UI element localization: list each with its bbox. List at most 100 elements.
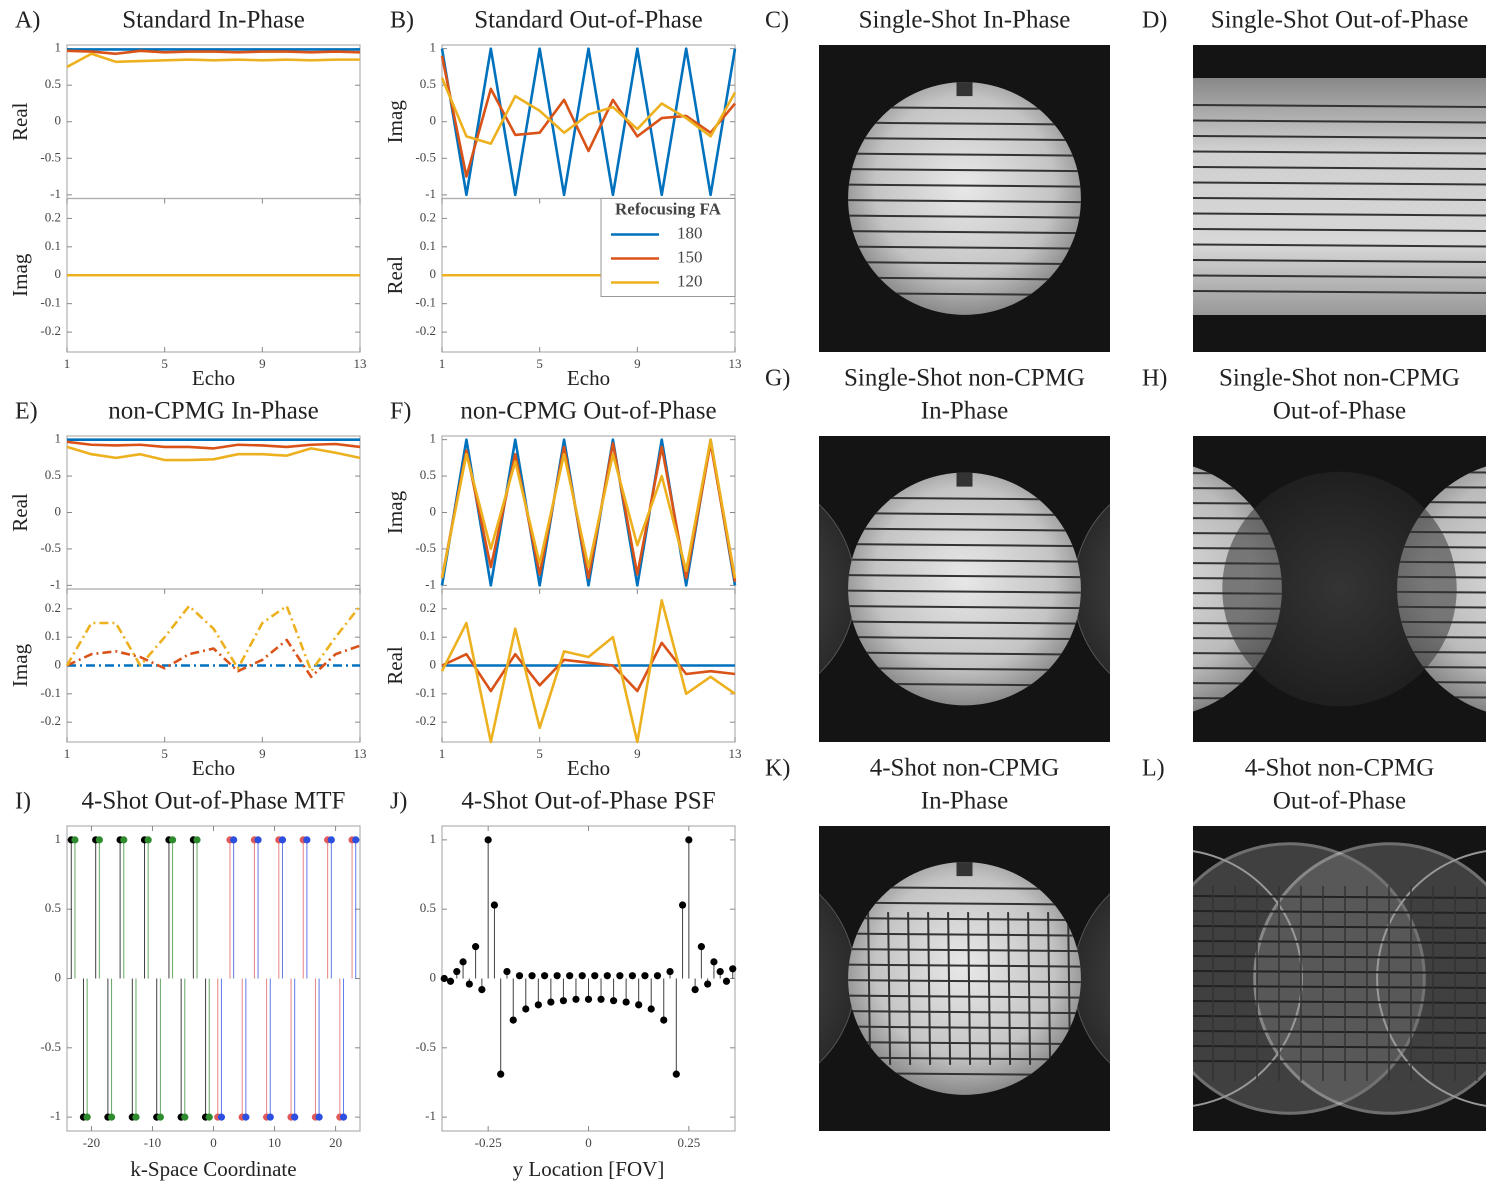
series-line bbox=[440, 47, 737, 197]
phantom-notch bbox=[956, 82, 973, 97]
y-axis-label: Imag bbox=[383, 100, 407, 144]
phantom-line bbox=[848, 948, 1081, 953]
stem-marker bbox=[453, 967, 461, 976]
phantom-line bbox=[848, 199, 1081, 204]
y-tick-label: -0.1 bbox=[415, 295, 436, 310]
phantom-line bbox=[848, 214, 1081, 219]
panel-title: Standard In-Phase bbox=[122, 7, 305, 34]
stem-marker bbox=[722, 977, 731, 985]
stem-marker bbox=[95, 836, 103, 844]
phantom-line bbox=[848, 276, 1081, 281]
y-axis-label: Real bbox=[383, 256, 407, 295]
stem-marker bbox=[729, 965, 737, 973]
phantom-line bbox=[1193, 197, 1486, 201]
stem-marker bbox=[622, 998, 630, 1006]
phantom-line bbox=[1193, 1045, 1486, 1049]
stem-marker bbox=[230, 836, 238, 844]
panel-label: K) bbox=[765, 756, 790, 782]
plot-area bbox=[66, 44, 361, 200]
y-tick-label: -0.5 bbox=[415, 1039, 436, 1054]
phantom-line bbox=[1193, 955, 1486, 959]
x-tick-label: 0.25 bbox=[677, 1135, 700, 1150]
phantom-line bbox=[907, 912, 912, 1065]
x-tick-label: 0 bbox=[210, 1135, 217, 1150]
stem-marker bbox=[653, 972, 662, 980]
panel-label: B) bbox=[390, 8, 414, 34]
image bbox=[1193, 78, 1486, 315]
panel-label: J) bbox=[390, 789, 407, 815]
panel-title: In-Phase bbox=[921, 398, 1008, 425]
x-axis-label: Echo bbox=[192, 756, 235, 780]
y-tick-label: 0 bbox=[430, 113, 437, 128]
phantom-line bbox=[848, 527, 1081, 532]
phantom-line bbox=[887, 912, 892, 1065]
phantom-line bbox=[927, 912, 932, 1065]
phantom-line bbox=[1193, 925, 1486, 929]
phantom-line bbox=[1193, 119, 1486, 124]
x-tick-label: 10 bbox=[268, 1135, 281, 1150]
stem-marker bbox=[597, 995, 605, 1003]
panel-title: 4-Shot Out-of-Phase MTF bbox=[82, 788, 346, 815]
phantom-line bbox=[1193, 259, 1486, 263]
stem-marker bbox=[628, 972, 636, 980]
series-line bbox=[441, 641, 736, 693]
stem-marker bbox=[541, 972, 549, 980]
y-tick-label: -0.2 bbox=[40, 713, 61, 728]
phantom-line bbox=[1193, 500, 1282, 505]
phantom-line bbox=[1193, 1060, 1486, 1064]
phantom-line bbox=[848, 636, 1081, 641]
x-tick-label: 9 bbox=[634, 746, 641, 761]
phantom-line bbox=[848, 994, 1081, 999]
image bbox=[1193, 842, 1486, 1115]
phantom-line bbox=[848, 605, 1081, 610]
phantom-grid bbox=[848, 886, 1081, 1077]
y-tick-label: -1 bbox=[425, 1108, 436, 1123]
stem-marker bbox=[459, 958, 467, 966]
y-tick-label: 0.2 bbox=[45, 600, 61, 615]
y-tick-label: -0.5 bbox=[40, 540, 61, 555]
phantom-line bbox=[848, 1010, 1081, 1015]
stem-marker bbox=[497, 1070, 505, 1078]
y-tick-label: 0.2 bbox=[420, 209, 436, 224]
stem-marker bbox=[242, 1113, 250, 1121]
stem-marker bbox=[716, 967, 724, 976]
y-tick-label: 0 bbox=[55, 113, 62, 128]
y-tick-label: 0 bbox=[430, 656, 437, 671]
x-tick-label: 1 bbox=[64, 746, 71, 761]
x-tick-label: 1 bbox=[64, 356, 71, 371]
stem-marker bbox=[291, 1113, 299, 1121]
x-axis-label: y Location [FOV] bbox=[513, 1157, 665, 1181]
x-tick-label: -10 bbox=[144, 1135, 161, 1150]
panel-title: Single-Shot non-CPMG bbox=[844, 365, 1085, 392]
stem-marker bbox=[144, 836, 152, 844]
stem-marker bbox=[266, 1113, 274, 1121]
stem-marker bbox=[472, 943, 480, 951]
stem-marker bbox=[156, 1113, 164, 1121]
panel-label: G) bbox=[765, 366, 790, 392]
stem-marker bbox=[566, 972, 574, 980]
x-tick-label: 5 bbox=[536, 746, 543, 761]
legend-box bbox=[600, 198, 736, 297]
y-tick-label: 0.1 bbox=[420, 628, 436, 643]
series-line bbox=[66, 440, 361, 450]
x-tick-label: 20 bbox=[329, 1135, 342, 1150]
series-line bbox=[66, 49, 361, 56]
image bbox=[848, 82, 1081, 315]
stem-marker bbox=[553, 972, 561, 980]
panel-title: Out-of-Phase bbox=[1273, 398, 1406, 425]
stem-marker bbox=[509, 1016, 517, 1024]
y-tick-label: 1 bbox=[55, 831, 62, 846]
y-tick-label: 1 bbox=[55, 431, 62, 446]
phantom-line bbox=[848, 917, 1081, 922]
stem-marker bbox=[528, 972, 536, 980]
y-tick-label: 1 bbox=[430, 831, 437, 846]
phantom-line bbox=[867, 912, 872, 1065]
x-tick-label: 5 bbox=[536, 356, 543, 371]
plot-area bbox=[66, 825, 361, 1132]
stem-marker bbox=[672, 1070, 680, 1078]
stem-marker bbox=[490, 901, 499, 909]
panel-title: Single-Shot Out-of-Phase bbox=[1211, 7, 1469, 34]
panel-label: I) bbox=[15, 789, 31, 815]
x-tick-label: 13 bbox=[354, 356, 367, 371]
phantom-line bbox=[1193, 1030, 1486, 1034]
